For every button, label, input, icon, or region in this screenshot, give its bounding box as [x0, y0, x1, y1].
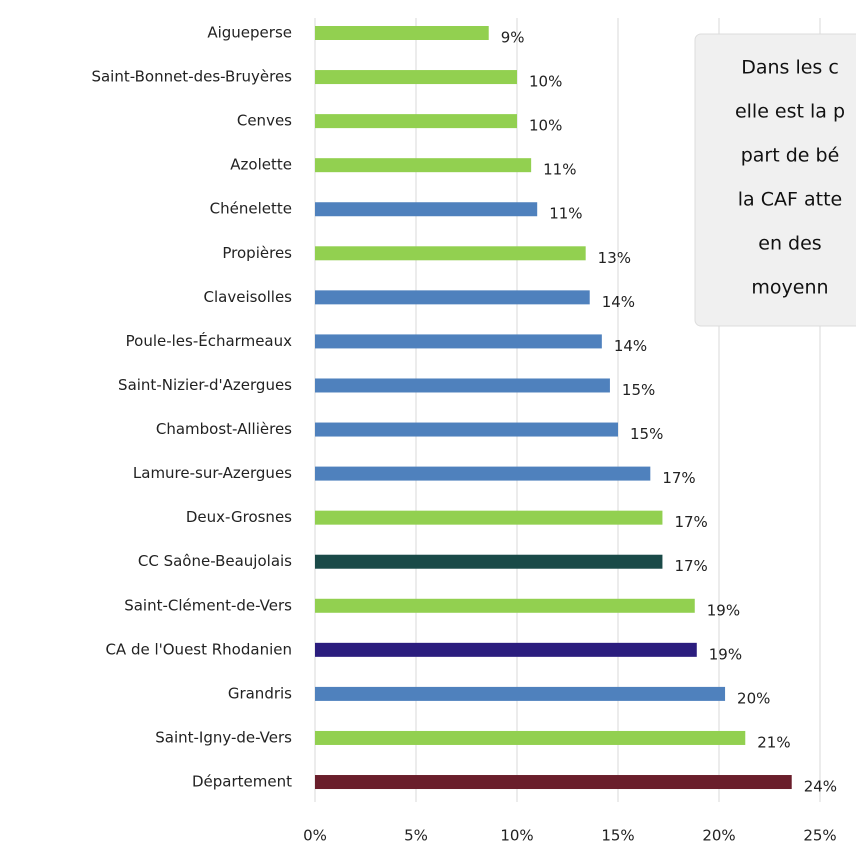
value-label: 14%	[614, 337, 647, 355]
bar	[315, 730, 746, 745]
y-tick-label: Saint-Nizier-d'Azergues	[118, 376, 292, 394]
y-tick-label: CC Saône-Beaujolais	[138, 552, 292, 570]
annotation-line: elle est la p	[735, 101, 845, 123]
bar	[315, 686, 726, 701]
x-tick-label: 0%	[303, 827, 327, 845]
bar	[315, 246, 586, 261]
value-label: 17%	[674, 557, 707, 575]
value-label: 19%	[709, 645, 742, 663]
x-tick-label: 20%	[702, 827, 735, 845]
value-label: 11%	[543, 161, 576, 179]
y-tick-label: Saint-Bonnet-des-Bruyères	[91, 68, 292, 86]
y-tick-label: Poule-les-Écharmeaux	[126, 331, 292, 350]
bar	[315, 334, 602, 349]
bar	[315, 378, 610, 393]
y-tick-label: Saint-Clément-de-Vers	[124, 596, 292, 614]
bar	[315, 158, 532, 173]
y-tick-label: Azolette	[230, 156, 292, 174]
x-tick-label: 10%	[500, 827, 533, 845]
bar	[315, 598, 695, 613]
bar	[315, 290, 590, 305]
value-label: 20%	[737, 689, 770, 707]
annotation-box	[694, 33, 856, 327]
y-tick-label: CA de l'Ouest Rhodanien	[105, 640, 292, 658]
y-tick-label: Grandris	[228, 684, 292, 702]
y-tick-label: Deux-Grosnes	[186, 508, 292, 526]
value-label: 13%	[598, 249, 631, 267]
x-tick-label: 15%	[601, 827, 634, 845]
value-label: 10%	[529, 117, 562, 135]
bar	[315, 554, 663, 569]
x-tick-label: 5%	[404, 827, 428, 845]
value-label: 19%	[707, 601, 740, 619]
value-label: 15%	[622, 381, 655, 399]
annotation-line: en des	[758, 233, 821, 255]
y-tick-label: Claveisolles	[204, 288, 293, 306]
value-label: 17%	[662, 469, 695, 487]
annotation-line: Dans les c	[741, 57, 839, 79]
y-tick-label: Cenves	[237, 112, 292, 130]
value-label: 14%	[602, 293, 635, 311]
y-tick-label: Saint-Igny-de-Vers	[155, 728, 292, 746]
bar	[315, 70, 517, 85]
value-label: 21%	[757, 733, 790, 751]
value-label: 24%	[804, 778, 837, 796]
bar	[315, 26, 489, 40]
annotation-line: part de bé	[741, 145, 840, 167]
value-label: 11%	[549, 205, 582, 223]
value-label: 9%	[501, 29, 525, 47]
value-label: 15%	[630, 425, 663, 443]
x-tick-label: 25%	[803, 827, 836, 845]
bar	[315, 510, 663, 525]
y-tick-label: Chénelette	[210, 200, 292, 218]
y-tick-label: Propières	[222, 244, 292, 262]
bar	[315, 422, 618, 437]
annotation-line: moyenn	[751, 277, 828, 299]
bar	[315, 466, 651, 481]
y-tick-label: Aigueperse	[207, 24, 292, 42]
bar	[315, 642, 697, 657]
y-tick-label: Département	[192, 773, 292, 791]
y-tick-label: Chambost-Allières	[156, 420, 292, 438]
bar	[315, 114, 517, 129]
y-tick-label: Lamure-sur-Azergues	[133, 464, 292, 482]
annotation-line: la CAF atte	[738, 189, 842, 211]
value-label: 10%	[529, 73, 562, 91]
value-label: 17%	[674, 513, 707, 531]
bar	[315, 775, 792, 790]
bar	[315, 202, 538, 217]
